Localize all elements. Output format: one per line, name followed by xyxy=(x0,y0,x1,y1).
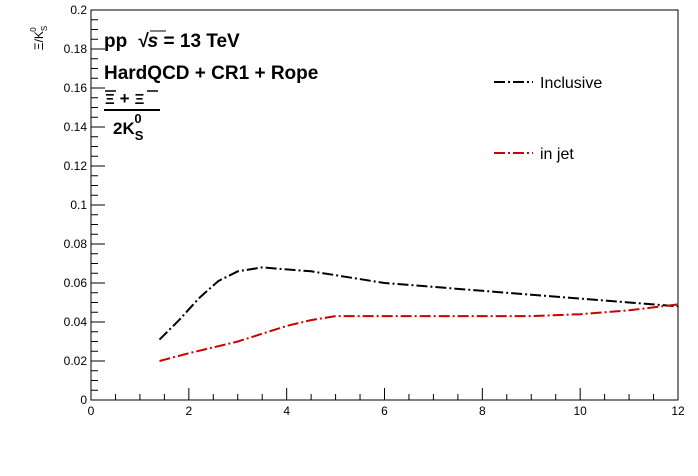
ratio-xi: Ξ xyxy=(105,91,115,108)
ratio-xibar: Ξ xyxy=(135,91,145,108)
y-axis-label-sub: S xyxy=(40,26,49,31)
x-tick-label: 6 xyxy=(381,404,388,418)
y-tick-label: 0.2 xyxy=(70,3,87,17)
legend-label-inclusive: Inclusive xyxy=(540,75,602,92)
y-axis-label-sup: 0 xyxy=(29,27,38,32)
y-tick-label: 0.14 xyxy=(64,120,88,134)
y-tick-label: 0.06 xyxy=(64,276,88,290)
legend-entry-in-jet: in jet xyxy=(494,146,574,163)
x-tick-label: 10 xyxy=(573,404,587,418)
y-tick-label: 0.08 xyxy=(64,237,88,251)
ratio-den-2k: 2K xyxy=(113,119,135,138)
y-tick-label: 0.18 xyxy=(64,42,88,56)
series-line-in-jet xyxy=(159,303,679,362)
ratio-den-sup: 0 xyxy=(134,111,141,126)
y-tick-label: 0 xyxy=(80,393,87,407)
legend-label-in-jet: in jet xyxy=(540,146,574,163)
y-tick-label: 0.02 xyxy=(64,354,88,368)
series-layer xyxy=(158,266,679,362)
y-tick-label: 0.1 xyxy=(70,198,87,212)
legend: Inclusive in jet xyxy=(494,75,602,163)
y-tick-label: 0.16 xyxy=(64,81,88,95)
annotation-pp: pp xyxy=(104,31,127,52)
x-tick-label: 2 xyxy=(185,404,192,418)
series-line-inclusive xyxy=(158,266,679,341)
ratio-plus: + xyxy=(120,89,130,108)
y-tick-label: 0.04 xyxy=(64,315,88,329)
x-tick-label: 4 xyxy=(283,404,290,418)
ratio-den-sub: S xyxy=(135,128,144,143)
annotation-sqrt-s: √s xyxy=(137,31,158,52)
annotation-energy: = 13 TeV xyxy=(158,31,240,52)
y-axis-label: Ξ/KS0 xyxy=(29,26,49,50)
annotation-line1: pp √s = 13 TeV xyxy=(104,31,240,52)
x-tick-label: 0 xyxy=(88,404,95,418)
legend-entry-inclusive: Inclusive xyxy=(494,75,602,92)
y-axis-label-main: Ξ/K xyxy=(32,31,46,50)
ratio-numerator: Ξ + Ξ xyxy=(105,89,145,108)
y-tick-label: 0.12 xyxy=(64,159,88,173)
annotation-line2: HardQCD + CR1 + Rope xyxy=(104,63,318,84)
axes: 0 2 4 6 8 10 12 0 0.02 0.04 0.06 0.08 0.1 0.12 0.14 0.1… xyxy=(64,3,685,418)
ratio-denominator: 2KS 0 xyxy=(113,111,144,143)
x-tick-label: 12 xyxy=(671,404,685,418)
x-tick-label: 8 xyxy=(479,404,486,418)
annotation-block: pp √s = 13 TeV HardQCD + CR1 + Rope Ξ + Ξ 2… xyxy=(104,30,318,143)
